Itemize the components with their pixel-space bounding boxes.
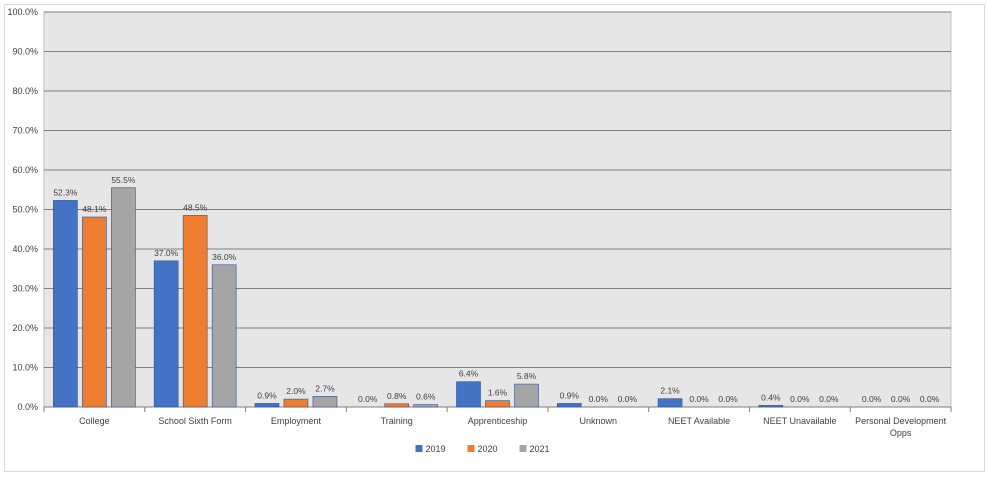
data-label: 0.4%: [761, 392, 781, 402]
legend-swatch: [467, 445, 475, 452]
legend-swatch: [519, 445, 527, 452]
data-label: 0.9%: [257, 390, 277, 400]
bar: [556, 403, 582, 408]
data-label: 2.1%: [660, 386, 680, 396]
bar: [211, 264, 237, 408]
y-tick-label: 50.0%: [12, 205, 38, 215]
data-label: 52.3%: [53, 187, 78, 197]
data-label: 48.5%: [183, 202, 208, 212]
data-label: 2.7%: [315, 383, 335, 393]
bar: [657, 398, 683, 408]
data-label: 0.8%: [387, 391, 407, 401]
data-label: 48.1%: [82, 204, 107, 214]
y-tick-label: 40.0%: [12, 244, 38, 254]
y-tick-label: 30.0%: [12, 284, 38, 294]
legend-swatch: [415, 445, 423, 452]
x-tick-label: NEET Available: [668, 416, 730, 426]
x-tick-label: School Sixth Form: [158, 416, 232, 426]
y-tick-label: 0.0%: [17, 402, 38, 412]
data-label: 0.9%: [560, 390, 580, 400]
x-tick-label: Personal Development: [855, 416, 947, 426]
bar: [312, 396, 338, 408]
y-tick-label: 60.0%: [12, 165, 38, 175]
x-tick-label: NEET Unavailable: [763, 416, 836, 426]
bar: [514, 383, 539, 408]
x-tick-label: Unknown: [580, 416, 618, 426]
y-tick-label: 100.0%: [7, 7, 38, 17]
x-tick-label: College: [79, 416, 110, 426]
data-label: 0.0%: [589, 394, 609, 404]
y-tick-label: 20.0%: [12, 323, 38, 333]
data-label: 0.0%: [891, 394, 911, 404]
data-label: 0.0%: [790, 394, 810, 404]
data-label: 0.0%: [618, 394, 638, 404]
bar: [485, 400, 510, 408]
data-label: 55.5%: [111, 175, 136, 185]
data-label: 0.0%: [920, 394, 940, 404]
data-label: 0.0%: [358, 394, 378, 404]
bar: [53, 200, 78, 408]
bar: [413, 404, 439, 408]
bar: [82, 216, 107, 408]
data-label: 2.0%: [286, 386, 306, 396]
data-label: 5.8%: [517, 371, 537, 381]
data-label: 0.0%: [718, 394, 738, 404]
x-tick-label: Opps: [890, 428, 912, 438]
data-label: 37.0%: [154, 248, 179, 258]
bar: [153, 260, 179, 408]
bar: [456, 381, 481, 408]
data-label: 36.0%: [212, 252, 237, 262]
bar: [111, 187, 136, 408]
y-tick-label: 80.0%: [12, 86, 38, 96]
y-tick-label: 70.0%: [12, 126, 38, 136]
y-tick-label: 90.0%: [12, 47, 38, 57]
legend-label: 2021: [530, 444, 550, 454]
bar: [758, 405, 784, 408]
legend-label: 2019: [426, 444, 446, 454]
data-label: 0.6%: [416, 392, 436, 402]
legend-label: 2020: [478, 444, 498, 454]
data-label: 6.4%: [459, 369, 479, 379]
data-label: 0.0%: [819, 394, 839, 404]
x-tick-label: Apprenticeship: [468, 416, 528, 426]
data-label: 1.6%: [488, 388, 508, 398]
x-tick-label: Training: [381, 416, 413, 426]
y-tick-label: 10.0%: [12, 363, 38, 373]
bar: [283, 398, 309, 408]
bar: [254, 403, 280, 408]
x-tick-label: Employment: [271, 416, 322, 426]
data-label: 0.0%: [689, 394, 709, 404]
bar: [384, 403, 410, 408]
bar: [182, 215, 208, 408]
data-label: 0.0%: [862, 394, 882, 404]
